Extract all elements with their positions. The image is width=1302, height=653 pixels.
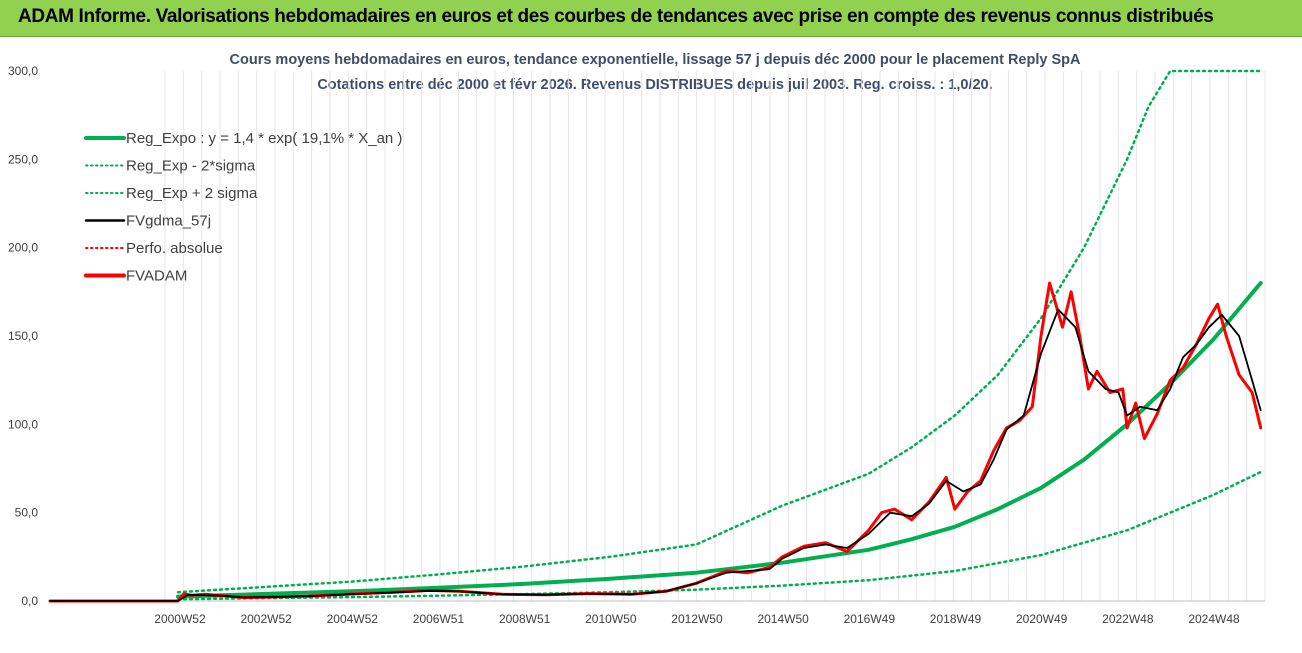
axes: 0,0 50,0 100,0 150,0 200,0 250,0 300,0 2000W52 2… bbox=[8, 64, 1265, 626]
line-chart: 0,0 50,0 100,0 150,0 200,0 250,0 300,0 2000W52 2… bbox=[8, 64, 1266, 626]
series-reg-plus-2sigma bbox=[176, 69, 1262, 594]
y-tick-label: 0,0 bbox=[21, 594, 38, 608]
x-tick-label: 2022W48 bbox=[1102, 612, 1154, 626]
y-tick-label: 50,0 bbox=[15, 506, 39, 520]
x-tick-label: 2008W51 bbox=[499, 612, 551, 626]
x-tick-label: 2002W52 bbox=[240, 612, 292, 626]
x-tick-label: 2016W49 bbox=[844, 612, 896, 626]
report-title: ADAM Informe. Valorisations hebdomadaire… bbox=[18, 6, 1214, 27]
legend-fvadam: FVADAM bbox=[126, 268, 187, 285]
chart-area: Cours moyens hebdomadaires en euros, ten… bbox=[0, 37, 1302, 653]
y-tick-label: 300,0 bbox=[8, 64, 38, 78]
legend-reg-expo: Reg_Expo : y = 1,4 * exp( 19,1% * X_an ) bbox=[126, 130, 402, 147]
legend-fvgdma: FVgdma_57j bbox=[126, 213, 211, 230]
legend-perfo-absolue: Perfo. absolue bbox=[126, 240, 223, 257]
series bbox=[48, 69, 1263, 603]
grid bbox=[164, 71, 1266, 601]
legend-reg-minus-2sigma: Reg_Exp - 2*sigma bbox=[126, 158, 256, 175]
chart-title-line2: Cotations entre déc 2000 et févr 2026. R… bbox=[317, 77, 993, 93]
chart-title-line1: Cours moyens hebdomadaires en euros, ten… bbox=[229, 52, 1081, 68]
x-tick-label: 2012W50 bbox=[671, 612, 723, 626]
x-tick-label: 2020W49 bbox=[1016, 612, 1068, 626]
x-tick-label: 2014W50 bbox=[757, 612, 809, 626]
report-header: ADAM Informe. Valorisations hebdomadaire… bbox=[0, 0, 1302, 37]
series-fvgdma bbox=[49, 308, 1262, 602]
x-tick-label: 2000W52 bbox=[154, 612, 206, 626]
legend-reg-plus-2sigma: Reg_Exp + 2 sigma bbox=[126, 185, 258, 202]
series-reg-minus-2sigma bbox=[176, 470, 1262, 601]
x-tick-label: 2004W52 bbox=[327, 612, 379, 626]
legend: Reg_Expo : y = 1,4 * exp( 19,1% * X_an )… bbox=[84, 130, 402, 285]
series-fvadam bbox=[48, 281, 1263, 603]
x-tick-label: 2010W50 bbox=[585, 612, 637, 626]
series-reg-expo bbox=[176, 281, 1263, 599]
x-tick-label: 2018W49 bbox=[930, 612, 982, 626]
x-tick-label: 2024W48 bbox=[1188, 612, 1240, 626]
y-tick-label: 100,0 bbox=[8, 417, 38, 431]
y-tick-label: 200,0 bbox=[8, 241, 38, 255]
y-tick-label: 250,0 bbox=[8, 152, 38, 166]
y-tick-label: 150,0 bbox=[8, 329, 38, 343]
x-tick-label: 2006W51 bbox=[413, 612, 465, 626]
